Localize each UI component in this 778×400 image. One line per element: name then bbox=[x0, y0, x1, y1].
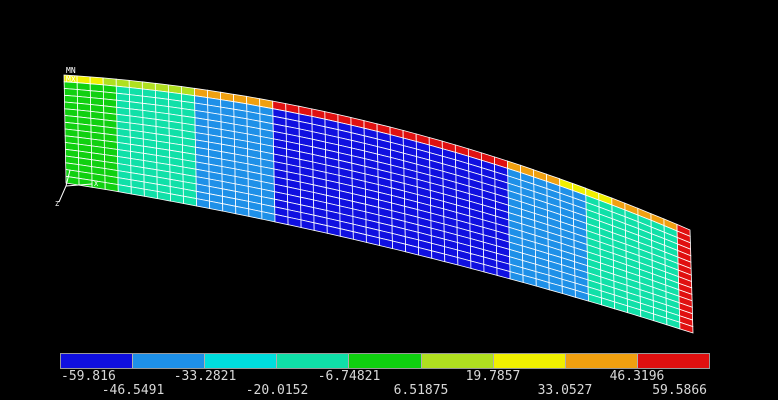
legend-label-2: -33.2821 bbox=[173, 369, 237, 384]
legend-swatch-1 bbox=[133, 354, 206, 368]
legend-label-9: 59.5866 bbox=[652, 383, 707, 398]
legend-swatch-3 bbox=[277, 354, 350, 368]
legend-label-6: 19.7857 bbox=[465, 369, 521, 384]
svg-text:X: X bbox=[94, 180, 99, 188]
legend-label-4: -6.74821 bbox=[317, 369, 381, 384]
legend-swatch-6 bbox=[493, 354, 566, 368]
mx-label: MX bbox=[66, 75, 76, 84]
legend-swatch-0 bbox=[61, 354, 134, 368]
coordinate-triad-icon: X Z bbox=[55, 169, 99, 208]
legend-label-8: 46.3196 bbox=[609, 369, 665, 384]
legend-swatch-2 bbox=[205, 354, 278, 368]
legend-label-7: 33.0527 bbox=[537, 383, 593, 398]
beam-mesh bbox=[63, 74, 694, 334]
min-max-marker: MN MX bbox=[66, 66, 76, 84]
legend-label-5: 6.51875 bbox=[393, 383, 449, 398]
legend-swatch-8 bbox=[637, 354, 709, 368]
legend-color-bar bbox=[61, 354, 709, 368]
mn-label: MN bbox=[66, 66, 76, 75]
contour-legend: -59.816 -46.5491 -33.2821 -20.0152 -6.74821 6… bbox=[61, 354, 709, 398]
legend-label-1: -46.5491 bbox=[101, 383, 165, 398]
legend-label-0: -59.816 bbox=[61, 369, 116, 384]
svg-text:Z: Z bbox=[55, 200, 59, 208]
legend-swatch-4 bbox=[349, 354, 422, 368]
mesh-element bbox=[679, 321, 694, 334]
legend-swatch-5 bbox=[421, 354, 494, 368]
legend-swatch-7 bbox=[565, 354, 638, 368]
legend-label-3: -20.0152 bbox=[245, 383, 309, 398]
